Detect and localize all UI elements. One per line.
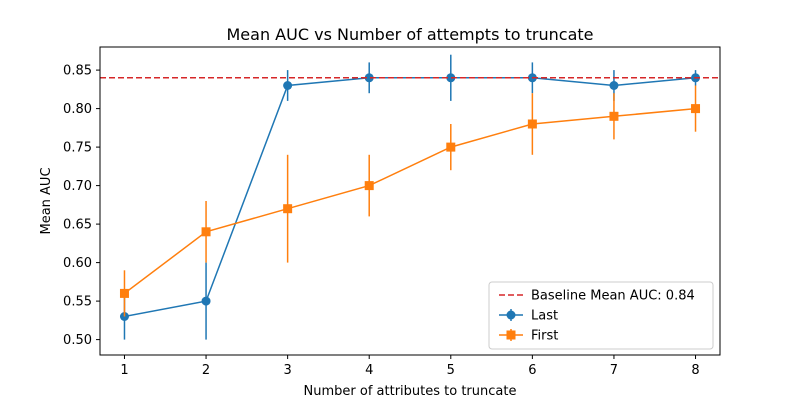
data-point: [283, 204, 293, 214]
y-axis-label: Mean AUC: [39, 167, 54, 234]
x-axis-label: Number of attributes to truncate: [304, 384, 517, 399]
legend-label-last: Last: [531, 309, 558, 324]
data-point: [609, 81, 619, 90]
data-point: [119, 288, 129, 298]
series-first: [119, 85, 701, 317]
x-axis: 1 2 3 4 5 6 7 8: [120, 355, 700, 378]
data-point: [364, 73, 374, 83]
data-point: [201, 296, 211, 306]
x-tick-label: 1: [120, 363, 128, 378]
x-tick-label: 6: [528, 363, 536, 378]
y-tick-label: 0.65: [63, 218, 92, 233]
y-tick-label: 0.85: [63, 64, 92, 79]
y-tick-label: 0.60: [63, 256, 92, 271]
x-tick-label: 2: [202, 363, 210, 378]
data-point: [527, 119, 537, 129]
legend-label-first: First: [531, 329, 558, 344]
x-tick-label: 4: [365, 363, 373, 378]
series-line: [124, 107, 696, 294]
x-tick-label: 8: [691, 363, 699, 378]
plot-frame: [99, 46, 721, 356]
data-point: [364, 181, 374, 191]
data-point: [201, 227, 211, 237]
legend-baseline-label: Baseline Mean AUC: 0.84: [531, 289, 695, 304]
x-tick-label: 5: [447, 363, 455, 378]
data-point: [283, 81, 293, 90]
legend: Baseline Mean AUC: 0.84 Last First: [488, 281, 714, 350]
legend-box: [488, 281, 714, 350]
y-tick-label: 0.50: [63, 333, 92, 348]
data-point: [446, 142, 456, 152]
legend-swatch-marker: [506, 310, 516, 320]
y-axis: 0.50 0.55 0.60 0.65 0.70 0.75 0.80 0.85: [63, 64, 100, 348]
y-tick-label: 0.75: [63, 141, 92, 156]
data-point: [691, 104, 701, 114]
chart-title: Mean AUC vs Number of attempts to trunca…: [227, 25, 594, 44]
legend-swatch-marker: [506, 330, 516, 340]
data-point: [609, 111, 619, 121]
data-point: [446, 73, 456, 83]
x-tick-label: 7: [610, 363, 618, 378]
y-tick-label: 0.70: [63, 179, 92, 194]
y-tick-label: 0.55: [63, 295, 92, 310]
plot-area: [100, 54, 720, 340]
x-tick-label: 3: [283, 363, 291, 378]
y-tick-label: 0.80: [63, 102, 92, 117]
